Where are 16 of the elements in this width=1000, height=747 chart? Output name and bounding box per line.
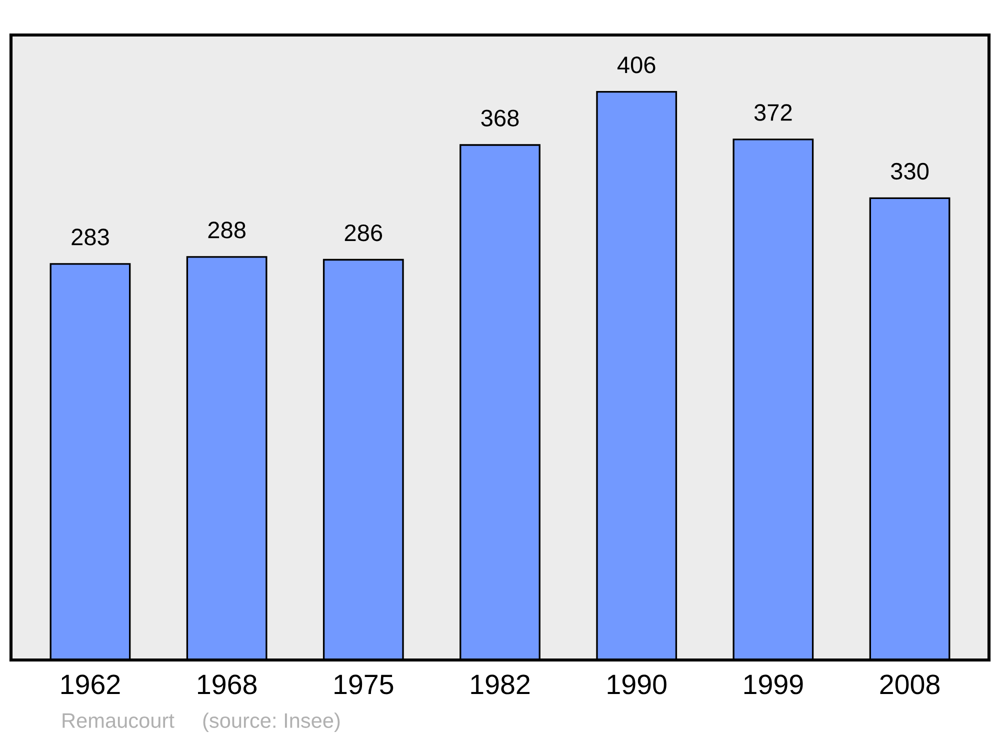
x-tick-label: 1990 <box>608 674 666 694</box>
data-label: 288 <box>208 222 246 238</box>
data-label: 283 <box>72 228 109 246</box>
x-tick-label: 1975 <box>334 674 394 694</box>
data-label: 372 <box>754 104 792 121</box>
x-tick-label: 1982 <box>471 674 530 694</box>
data-label: 406 <box>617 56 656 74</box>
data-label: 286 <box>344 224 382 242</box>
x-tick-label: 1999 <box>744 674 803 694</box>
text: (source: Insee) <box>203 712 340 732</box>
x-tick-label: 1968 <box>198 674 257 694</box>
data-label: 330 <box>890 162 929 180</box>
data-label: 368 <box>481 110 519 126</box>
x-tick-label: 2008 <box>880 674 940 694</box>
x-tick-label: 1962 <box>61 674 120 694</box>
text: Remaucourt <box>62 713 174 728</box>
